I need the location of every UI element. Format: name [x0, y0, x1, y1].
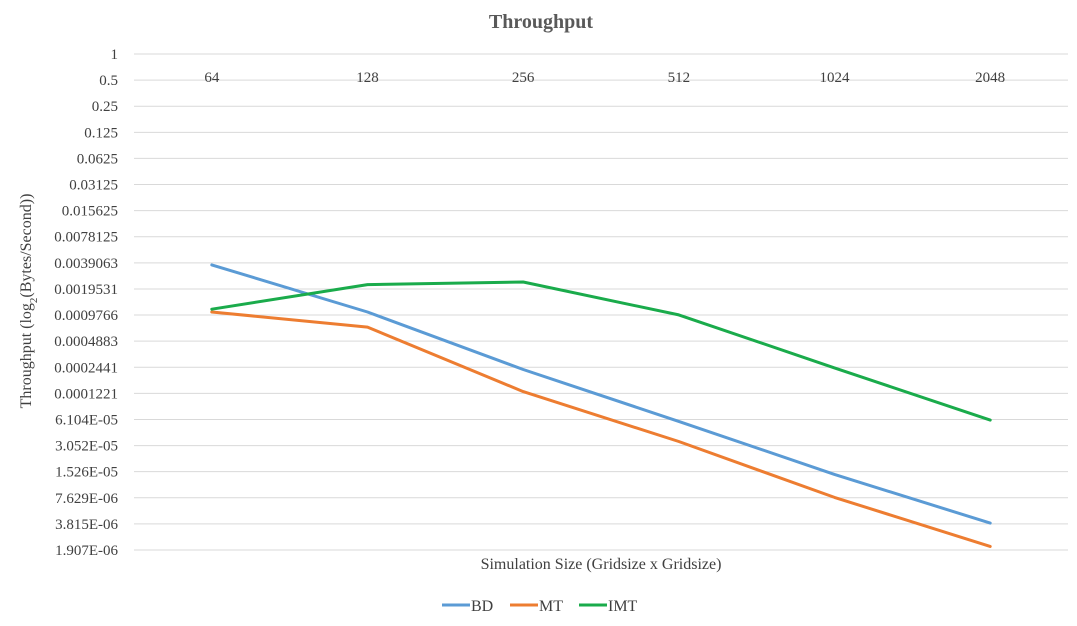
y-tick-label: 0.0002441 — [54, 360, 118, 376]
y-tick-label: 0.0019531 — [54, 282, 118, 298]
y-tick-label: 0.0009766 — [54, 308, 118, 324]
y-tick-label: 3.052E-05 — [55, 439, 118, 455]
y-tick-label: 0.25 — [92, 99, 118, 115]
gridlines — [134, 53, 1068, 551]
y-tick-label: 1.526E-05 — [55, 465, 118, 481]
y-axis-label-subscript: 2 — [28, 298, 40, 304]
series-lines — [210, 263, 992, 548]
y-tick-label: 0.015625 — [62, 204, 118, 220]
y-tick-label: 1.907E-06 — [55, 543, 118, 559]
y-axis-tick-labels: 1 0.5 0.25 0.125 0.0625 0.03125 0.015625 0.0078… — [54, 47, 118, 559]
y-tick-label: 0.0001221 — [54, 386, 118, 402]
y-axis-label: Throughput (log2(Bytes/Second)) — [18, 194, 40, 409]
y-tick-label: 0.0039063 — [54, 256, 118, 272]
series-line-imt — [210, 280, 992, 422]
series-line-bd — [210, 263, 992, 525]
legend: BD MT IMT — [442, 598, 638, 615]
x-tick-label: 1024 — [820, 70, 851, 86]
chart-title: Throughput — [489, 11, 593, 33]
y-tick-label: 0.0004883 — [54, 334, 118, 350]
y-tick-label: 1 — [111, 47, 119, 63]
y-tick-label: 0.0078125 — [54, 230, 118, 246]
series-line-mt — [210, 310, 992, 548]
legend-label-bd: BD — [471, 598, 493, 615]
y-tick-label: 0.03125 — [69, 178, 118, 194]
legend-label-mt: MT — [539, 598, 563, 615]
y-tick-label: 6.104E-05 — [55, 412, 118, 428]
x-tick-label: 128 — [356, 70, 379, 86]
y-tick-label: 0.0625 — [77, 151, 118, 167]
legend-label-imt: IMT — [608, 598, 638, 615]
x-tick-label: 2048 — [975, 70, 1005, 86]
x-tick-label: 256 — [512, 70, 535, 86]
y-tick-label: 3.815E-06 — [55, 517, 118, 533]
y-tick-label: 0.125 — [84, 125, 118, 141]
x-axis-tick-labels: 64 128 256 512 1024 2048 — [204, 70, 1005, 86]
x-axis-label: Simulation Size (Gridsize x Gridsize) — [481, 556, 722, 573]
y-axis-label-main: Throughput (log — [18, 303, 35, 408]
y-tick-label: 0.5 — [99, 73, 118, 89]
y-tick-label: 7.629E-06 — [55, 491, 118, 507]
y-axis-label-unit: (Bytes/Second)) — [18, 194, 35, 298]
x-tick-label: 512 — [668, 70, 691, 86]
x-tick-label: 64 — [204, 70, 220, 86]
